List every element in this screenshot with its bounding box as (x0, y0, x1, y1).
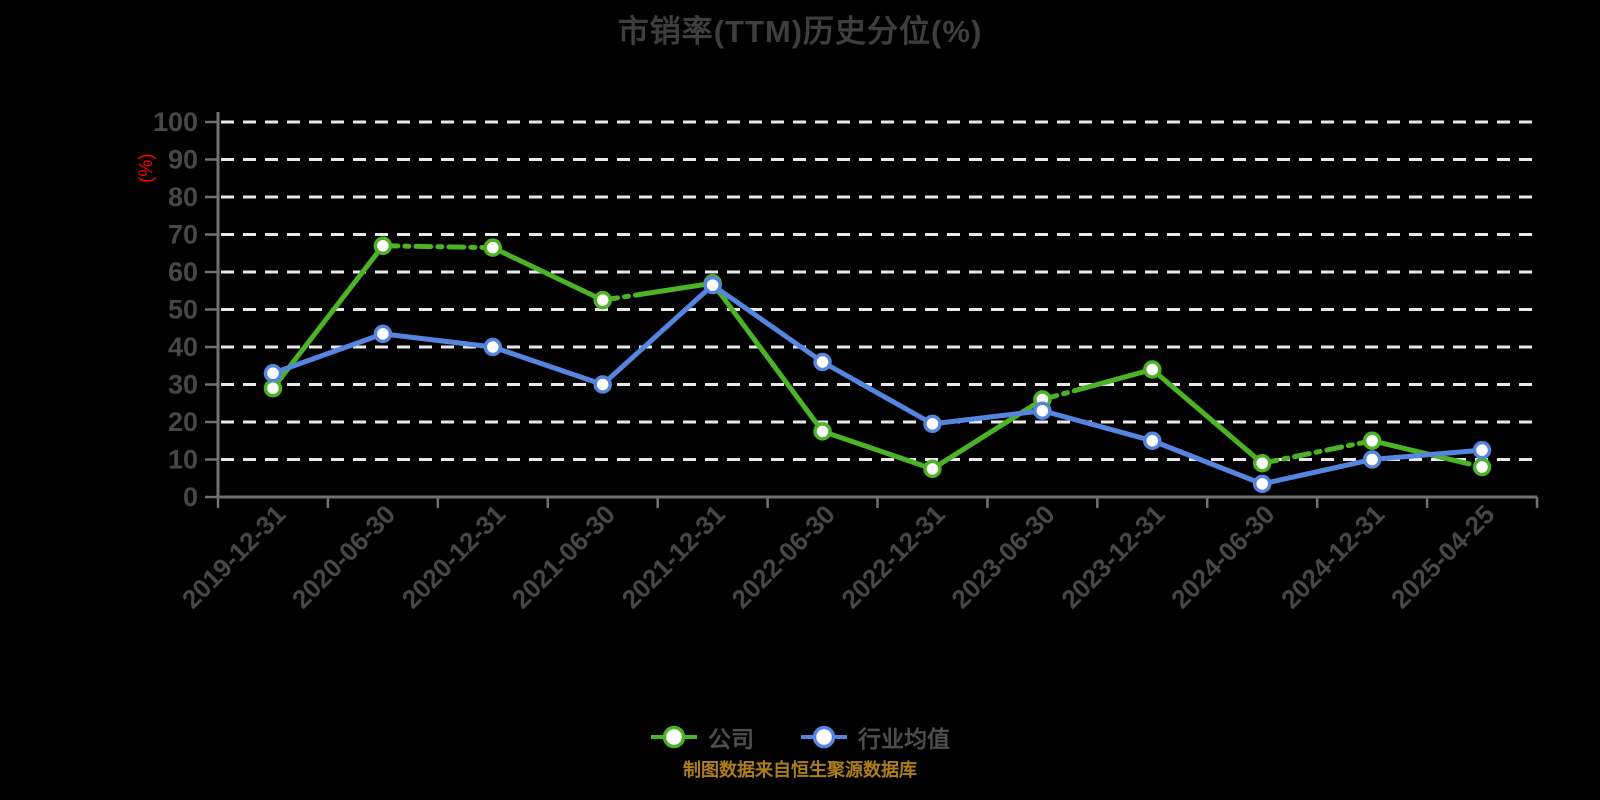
company-data-point[interactable] (1252, 454, 1272, 473)
y-tick-label: 50 (168, 295, 198, 325)
x-tick-label: 2021-12-31 (616, 499, 731, 614)
industry-series-line (1039, 408, 1155, 444)
industry-series-line (1369, 447, 1485, 462)
legend-label-company: 公司 (708, 726, 754, 752)
y-tick-label: 0 (183, 482, 198, 512)
y-axis-unit-label: (%) (136, 153, 157, 183)
company-data-point[interactable] (813, 422, 832, 441)
industry-series-line (1149, 438, 1265, 487)
industry-series-line (929, 408, 1045, 427)
industry-series-line (380, 331, 496, 350)
y-tick-label: 100 (153, 107, 198, 137)
x-tick-label: 2022-06-30 (726, 499, 841, 614)
x-tick-label: 2019-12-31 (176, 499, 291, 614)
y-tick-label: 70 (168, 220, 198, 250)
company-data-point[interactable] (1472, 457, 1492, 477)
industry-series-line (270, 331, 386, 376)
company-series-line (380, 243, 496, 251)
y-tick-label: 90 (168, 145, 198, 175)
industry-series-line (1259, 457, 1375, 487)
x-tick-label: 2021-06-30 (506, 499, 621, 614)
company-series-line (1369, 438, 1458, 463)
x-tick-label: 2023-06-30 (945, 499, 1060, 614)
legend-label-industry-average: 行业均值 (858, 726, 950, 752)
company-data-point[interactable] (923, 459, 942, 479)
industry-data-point[interactable] (483, 337, 503, 357)
industry-data-point[interactable] (1143, 431, 1162, 450)
x-tick-label: 2025-04-25 (1385, 499, 1500, 614)
y-tick-label: 60 (168, 257, 198, 287)
source-note: 制图数据来自恒生聚源数据库 (683, 760, 917, 780)
company-legend-marker-icon (651, 725, 697, 749)
x-tick-label: 2020-06-30 (286, 499, 401, 614)
company-series-line (710, 280, 826, 434)
company-series-line (929, 410, 1023, 472)
company-data-point[interactable] (263, 379, 283, 398)
x-tick-label: 2020-12-31 (396, 499, 511, 614)
company-data-point[interactable] (1362, 431, 1382, 450)
company-series-line (1072, 367, 1155, 393)
company-series-line (490, 245, 606, 303)
y-tick-label: 80 (168, 182, 198, 212)
industry-data-point[interactable] (593, 375, 612, 394)
x-tick-label: 2022-12-31 (835, 499, 950, 614)
company-series-line (1149, 367, 1249, 452)
y-tick-label: 40 (168, 332, 198, 362)
x-tick-label: 2024-06-30 (1165, 499, 1280, 614)
industry-data-point[interactable] (1033, 401, 1052, 420)
company-data-point[interactable] (483, 238, 503, 257)
industry-series-line (490, 344, 606, 387)
industry-data-point[interactable] (373, 324, 393, 344)
company-series-line (1243, 446, 1265, 466)
industry-series-line (820, 359, 935, 427)
series-layer (263, 236, 1492, 494)
industry-data-point[interactable] (1252, 474, 1272, 494)
company-series-line (638, 280, 716, 297)
y-tick-label: 10 (168, 445, 198, 475)
company-series-line (1259, 438, 1375, 466)
y-tick-label: 30 (168, 370, 198, 400)
legend-item-industry-average[interactable]: 行业均值 (800, 720, 950, 754)
x-tick-label: 2024-12-31 (1275, 499, 1390, 614)
industry-data-point[interactable] (703, 275, 722, 295)
industry-data-point[interactable] (923, 414, 942, 434)
industry-data-point[interactable] (1472, 440, 1492, 460)
company-data-point[interactable] (373, 236, 393, 255)
industry-data-point[interactable] (1362, 450, 1382, 469)
company-data-point[interactable] (593, 290, 612, 310)
y-tick-label: 20 (168, 407, 198, 437)
company-series-line (820, 428, 935, 472)
chart-title: 市销率(TTM)历史分位(%) (617, 14, 983, 49)
company-data-point[interactable] (1143, 360, 1162, 379)
industry-legend-marker-icon (801, 725, 847, 749)
industry-series-line (600, 282, 716, 387)
industry-series-line (710, 282, 826, 365)
industry-data-point[interactable] (263, 364, 283, 383)
x-tick-label: 2023-12-31 (1055, 499, 1170, 614)
axis-layer: 0 10 20 30 40 50 60 70 80 90 100 2019-12-312020-06-… (153, 107, 1539, 614)
legend-item-company[interactable]: 公司 (650, 720, 754, 754)
legend: 公司 行业均值 (0, 712, 1600, 762)
grid-layer (221, 120, 1537, 461)
industry-data-point[interactable] (813, 352, 832, 372)
